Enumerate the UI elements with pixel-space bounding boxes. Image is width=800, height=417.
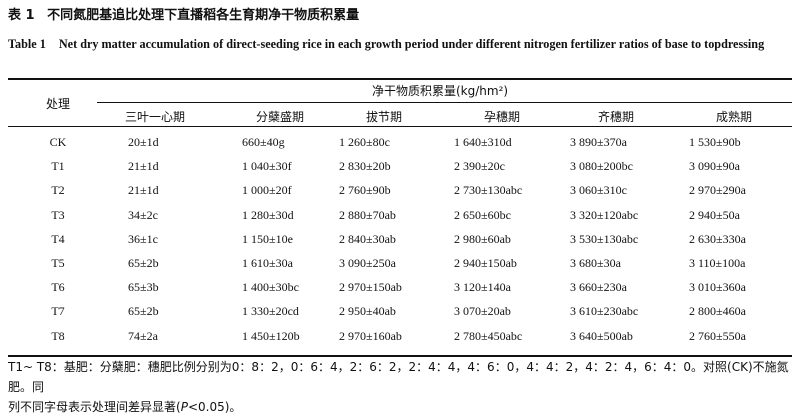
table-cell: 660±40g [242, 135, 285, 149]
table-cell: 74±2a [128, 328, 158, 343]
row-treatment: T4 [51, 231, 65, 246]
table-cell: 1 280±30d [242, 207, 294, 222]
table-cell: 65±2b [128, 256, 159, 270]
group-header: 净干物质积累量(kg/hm²) [372, 84, 509, 98]
table-cell: 2 830±20b [339, 159, 391, 174]
row-treatment: T2 [51, 183, 65, 198]
table-cell: 36±1c [128, 231, 158, 246]
table-cell: 2 940±50a [689, 207, 740, 222]
table-cell: 3 660±230a [570, 280, 627, 295]
table-cell: 1 640±310d [454, 135, 512, 149]
table-cell: 3 530±130abc [570, 231, 639, 246]
table-cell: 1 610±30a [242, 256, 293, 270]
row-treatment: T5 [51, 256, 65, 270]
table-cell: 3 090±250a [339, 256, 396, 270]
table-caption-en: Net dry matter accumulation of direct-se… [58, 37, 765, 51]
table-cell: 2 730±130abc [454, 183, 523, 198]
table-bottom-rule [8, 355, 792, 357]
table-cell: 2 940±150ab [454, 256, 517, 270]
table-cell: 1 040±30f [242, 159, 292, 174]
footnote-line-1: T1~ T8：基肥：分蘖肥：穗肥比例分别为0：8：2，0：6：4，2：6：2，2… [8, 360, 789, 394]
table-top-rule [8, 78, 792, 80]
table-cell: 2 970±290a [689, 183, 746, 198]
table-cell: 1 530±90b [689, 135, 741, 149]
table-cell: 1 150±10e [242, 231, 293, 246]
table-label-cn: 表 1 [8, 8, 35, 23]
table-cell: 2 970±160ab [339, 328, 402, 343]
footnote-line-2: 列不同字母表示处理间差异显著(P<0.05)。 [8, 400, 242, 414]
column-header: 三叶一心期 [124, 110, 186, 124]
row-treatment: T8 [51, 328, 65, 343]
header-bottom-rule [8, 126, 792, 127]
column-header: 齐穗期 [597, 110, 635, 124]
table-cell: 2 950±40ab [339, 304, 396, 319]
table-cell: 1 000±20f [242, 183, 292, 198]
row-treatment: T1 [51, 159, 65, 174]
table-cell: 3 110±100a [689, 256, 746, 270]
table-cell: 3 090±90a [689, 159, 740, 174]
table-cell: 65±3b [128, 280, 159, 295]
table-caption-cn: 不同氮肥基追比处理下直播稻各生育期净干物质积累量 [47, 8, 360, 23]
treatment-header: 处理 [46, 97, 71, 111]
table-cell: 21±1d [128, 159, 159, 174]
table-cell: 20±1d [128, 135, 159, 149]
table-cell: 3 080±200bc [570, 159, 633, 174]
table-label-en: Table 1 [8, 37, 46, 51]
table-cell: 2 880±70ab [339, 207, 396, 222]
table-cell: 65±2b [128, 304, 159, 319]
row-treatment: T6 [51, 280, 65, 295]
table-cell: 21±1d [128, 183, 159, 198]
table-cell: 3 060±310c [570, 183, 627, 198]
table-cell: 3 070±20ab [454, 304, 511, 319]
table-cell: 2 630±330a [689, 231, 746, 246]
row-treatment: CK [49, 135, 67, 149]
table-cell: 3 610±230abc [570, 304, 639, 319]
table-cell: 1 260±80c [339, 135, 390, 149]
table-cell: 2 390±20c [454, 159, 505, 174]
column-header: 孕穗期 [483, 110, 521, 124]
column-header: 拔节期 [365, 110, 403, 124]
table-cell: 3 010±360a [689, 280, 746, 295]
column-header: 成熟期 [715, 110, 753, 124]
table-cell: 3 120±140a [454, 280, 511, 295]
table-cell: 2 840±30ab [339, 231, 396, 246]
table-cell: 1 330±20cd [242, 304, 299, 319]
table-title-cn: 表 1 不同氮肥基追比处理下直播稻各生育期净干物质积累量 [8, 4, 359, 23]
table-title-en: Table 1 Net dry matter accumulation of d… [8, 34, 792, 54]
column-header: 分蘖盛期 [255, 110, 305, 124]
table-cell: 2 760±550a [689, 328, 746, 343]
table-cell: 3 890±370a [570, 135, 627, 149]
table-cell: 2 980±60ab [454, 231, 511, 246]
table-cell: 1 400±30bc [242, 280, 299, 295]
table-cell: 3 320±120abc [570, 207, 639, 222]
table-cell: 3 640±500ab [570, 328, 633, 343]
table-cell: 2 650±60bc [454, 207, 511, 222]
row-treatment: T7 [51, 304, 65, 319]
row-treatment: T3 [51, 207, 65, 222]
table-cell: 1 450±120b [242, 328, 300, 343]
table-cell: 2 780±450abc [454, 328, 523, 343]
group-header-rule [97, 102, 792, 103]
footnote: T1~ T8：基肥：分蘖肥：穗肥比例分别为0：8：2，0：6：4，2：6：2，2… [8, 357, 792, 417]
table-cell: 2 970±150ab [339, 280, 402, 295]
table-cell: 2 760±90b [339, 183, 391, 198]
table-cell: 34±2c [128, 207, 158, 222]
table-cell: 2 800±460a [689, 304, 746, 319]
table-cell: 3 680±30a [570, 256, 621, 270]
